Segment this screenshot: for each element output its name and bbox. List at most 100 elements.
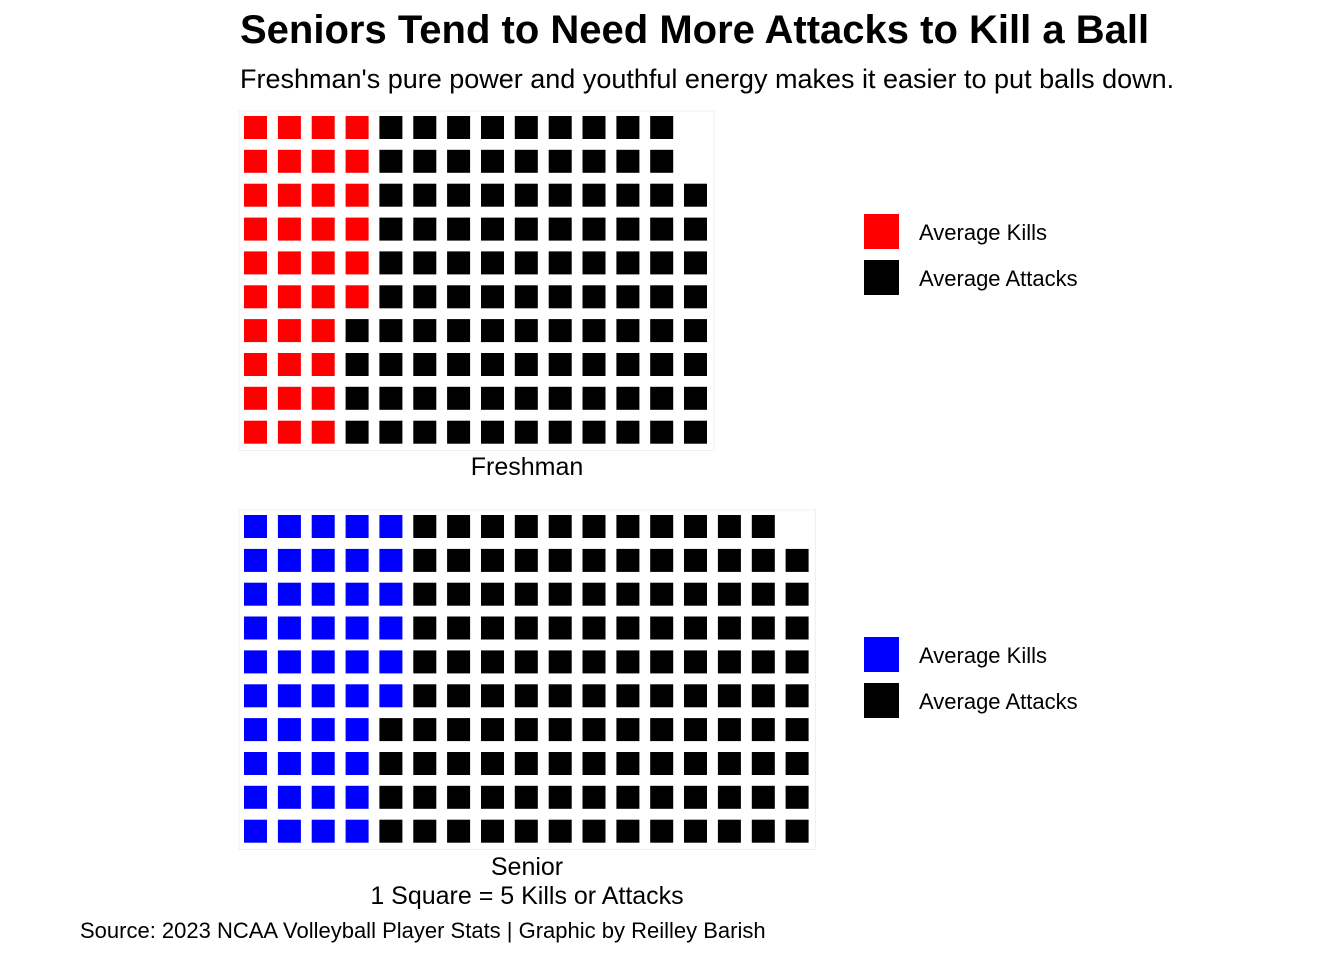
waffle-square-attacks — [345, 420, 369, 444]
waffle-square-kills — [345, 251, 369, 275]
waffle-square-attacks — [514, 548, 538, 572]
waffle-square-attacks — [717, 684, 741, 708]
waffle-square-attacks — [379, 251, 403, 275]
waffle-square-attacks — [684, 420, 707, 444]
waffle-square-attacks — [514, 116, 538, 139]
waffle-square-kills — [311, 319, 335, 343]
waffle-square-attacks — [548, 684, 572, 708]
waffle-square-kills — [311, 548, 335, 572]
waffle-square-attacks — [582, 183, 606, 207]
waffle-square-kills — [345, 616, 369, 640]
waffle-square-kills — [345, 650, 369, 674]
waffle-square-kills — [379, 684, 403, 708]
waffle-square-attacks — [447, 752, 471, 775]
waffle-square-kills — [345, 217, 369, 241]
waffle-square-attacks — [413, 752, 437, 775]
waffle-square-kills — [311, 582, 335, 606]
waffle-square-attacks — [684, 752, 707, 775]
waffle-square-attacks — [616, 718, 640, 742]
waffle-square-attacks — [650, 616, 674, 640]
waffle-square-attacks — [379, 149, 403, 173]
waffle-square-attacks — [616, 319, 640, 343]
waffle-square-attacks — [514, 420, 538, 444]
waffle-square-attacks — [616, 251, 640, 275]
waffle-square-attacks — [379, 785, 403, 809]
waffle-square-attacks — [684, 515, 707, 538]
waffle-square-attacks — [684, 285, 707, 309]
waffle-square-attacks — [785, 819, 809, 843]
waffle-square-attacks — [582, 718, 606, 742]
waffle-square-attacks — [413, 319, 437, 343]
waffle-square-attacks — [616, 183, 640, 207]
waffle-square-kills — [311, 718, 335, 742]
waffle-square-kills — [244, 149, 267, 173]
waffle-square-kills — [244, 386, 267, 410]
waffle-square-attacks — [379, 353, 403, 376]
waffle-square-kills — [345, 752, 369, 775]
waffle-square-attacks — [785, 582, 809, 606]
waffle-square-attacks — [717, 819, 741, 843]
waffle-square-attacks — [379, 386, 403, 410]
waffle-square-kills — [277, 819, 301, 843]
waffle-square-attacks — [650, 420, 674, 444]
waffle-square-kills — [244, 752, 267, 775]
waffle-square-attacks — [413, 684, 437, 708]
waffle-square-kills — [244, 616, 267, 640]
waffle-square-attacks — [684, 616, 707, 640]
waffle-square-attacks — [650, 582, 674, 606]
waffle-square-attacks — [751, 785, 775, 809]
waffle-square-kills — [311, 149, 335, 173]
waffle-square-attacks — [582, 616, 606, 640]
waffle-square-attacks — [514, 650, 538, 674]
waffle-square-attacks — [785, 684, 809, 708]
waffle-square-kills — [244, 515, 267, 538]
waffle-square-attacks — [413, 251, 437, 275]
waffle-square-attacks — [785, 752, 809, 775]
waffle-square-attacks — [548, 149, 572, 173]
waffle-square-attacks — [616, 752, 640, 775]
waffle-square-attacks — [684, 183, 707, 207]
waffle-square-attacks — [548, 386, 572, 410]
waffle-square-attacks — [447, 217, 471, 241]
waffle-square-attacks — [447, 515, 471, 538]
waffle-square-kills — [244, 353, 267, 376]
waffle-square-attacks — [413, 650, 437, 674]
waffle-square-attacks — [684, 582, 707, 606]
waffle-square-attacks — [616, 616, 640, 640]
waffle-square-attacks — [548, 251, 572, 275]
waffle-square-attacks — [582, 582, 606, 606]
waffle-square-attacks — [481, 420, 504, 444]
waffle-square-attacks — [582, 217, 606, 241]
legend-key — [864, 214, 899, 249]
waffle-square-attacks — [481, 515, 504, 538]
waffle-square-kills — [244, 420, 267, 444]
waffle-square-attacks — [514, 149, 538, 173]
waffle-square-attacks — [650, 149, 674, 173]
waffle-square-attacks — [413, 515, 437, 538]
waffle-square-attacks — [650, 718, 674, 742]
waffle-square-kills — [277, 582, 301, 606]
waffle-square-attacks — [684, 785, 707, 809]
waffle-square-kills — [244, 819, 267, 843]
unit-note: 1 Square = 5 Kills or Attacks — [370, 882, 683, 910]
waffle-square-kills — [345, 183, 369, 207]
waffle-square-attacks — [379, 183, 403, 207]
waffle-square-kills — [277, 616, 301, 640]
waffle-square-attacks — [684, 718, 707, 742]
waffle-square-attacks — [548, 116, 572, 139]
legend-key — [864, 260, 899, 295]
waffle-square-attacks — [751, 515, 775, 538]
waffle-square-attacks — [481, 785, 504, 809]
waffle-square-attacks — [481, 684, 504, 708]
waffle-square-attacks — [684, 217, 707, 241]
panel-label: Senior — [491, 853, 563, 881]
waffle-square-attacks — [785, 718, 809, 742]
waffle-square-attacks — [514, 183, 538, 207]
waffle-square-attacks — [650, 548, 674, 572]
waffle-square-attacks — [582, 650, 606, 674]
waffle-square-attacks — [514, 285, 538, 309]
waffle-square-attacks — [684, 319, 707, 343]
waffle-square-kills — [311, 515, 335, 538]
waffle-square-kills — [345, 785, 369, 809]
waffle-square-attacks — [684, 353, 707, 376]
